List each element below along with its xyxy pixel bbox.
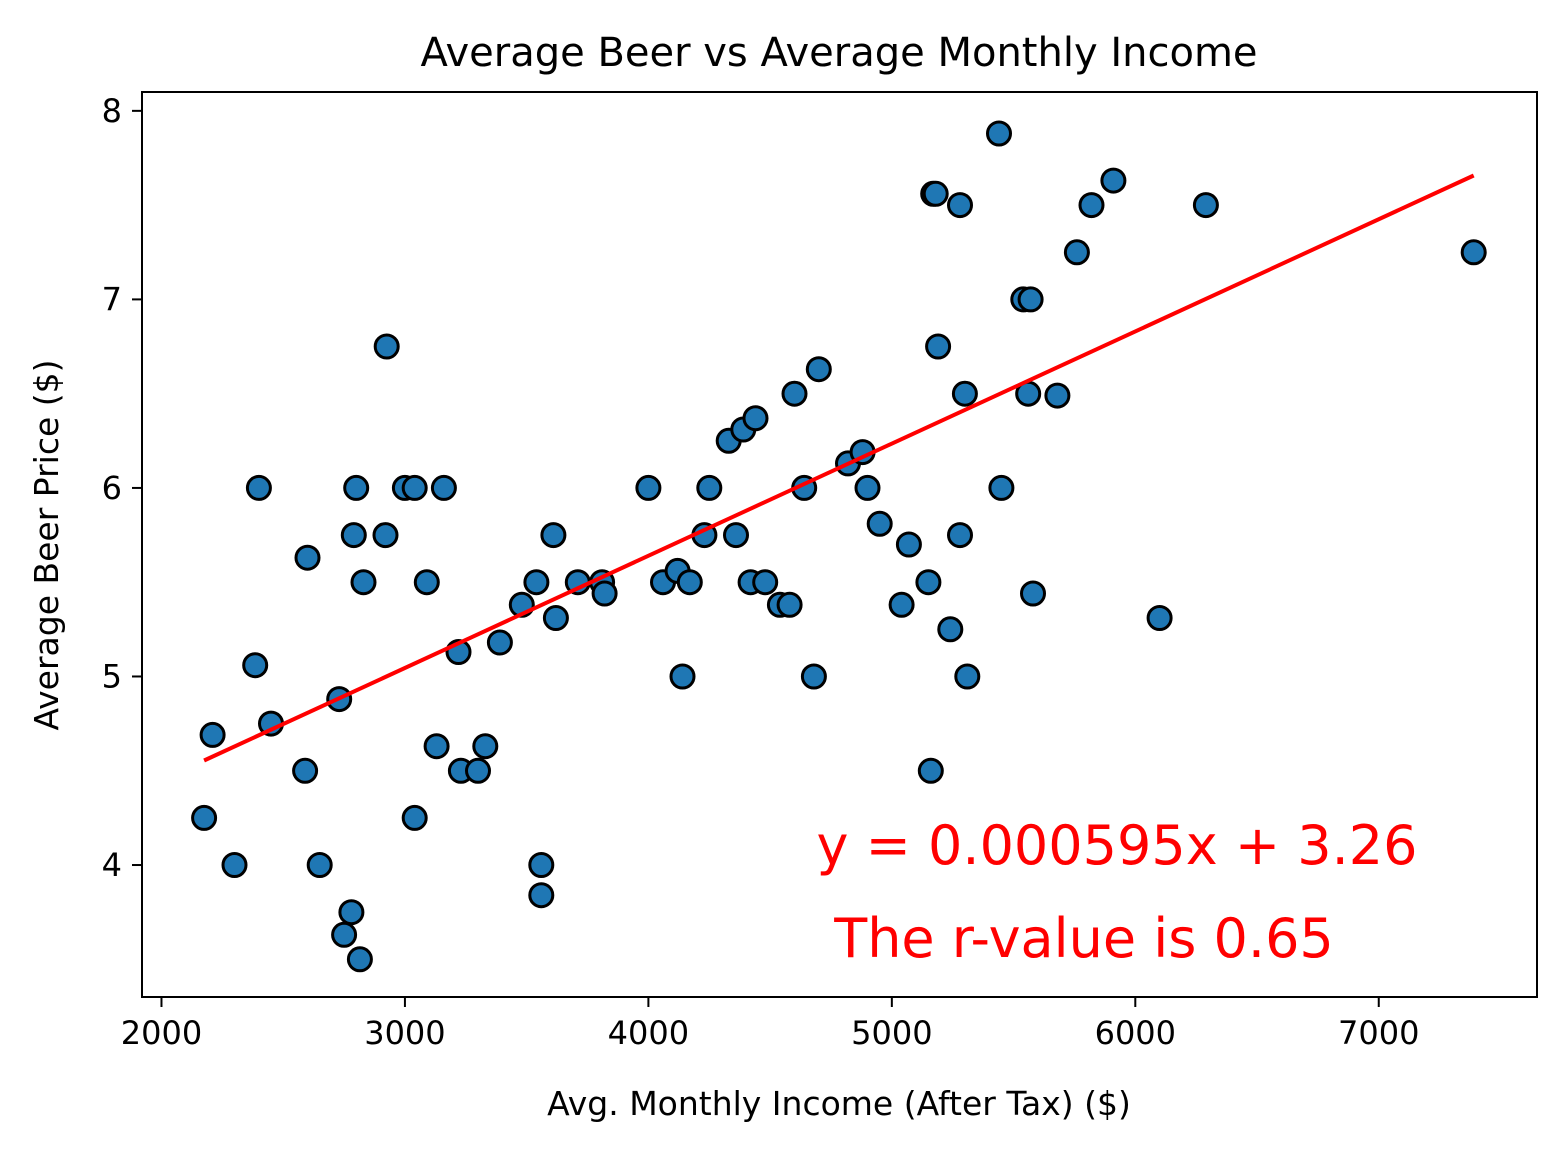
- data-point: [888, 591, 915, 618]
- y-axis-label: Average Beer Price ($): [27, 359, 66, 730]
- regression-layer: [203, 173, 1475, 763]
- data-point: [752, 569, 779, 596]
- data-point: [1192, 192, 1219, 219]
- x-tick-label: 2000: [121, 1014, 202, 1052]
- data-point: [1100, 167, 1127, 194]
- data-point: [306, 852, 333, 878]
- data-point: [635, 474, 662, 501]
- data-point: [350, 569, 377, 596]
- data-point: [723, 522, 749, 549]
- data-point: [401, 474, 428, 501]
- x-ticks: 2000 3000 4000 5000 6000 7000: [121, 997, 1419, 1052]
- data-point: [805, 356, 832, 383]
- data-point: [401, 804, 428, 831]
- data-point: [486, 629, 513, 656]
- data-point: [343, 474, 370, 501]
- x-tick-label: 4000: [608, 1014, 689, 1052]
- y-tick-label: 5: [102, 657, 122, 695]
- data-point: [986, 120, 1012, 147]
- data-point: [951, 380, 978, 407]
- data-point: [947, 192, 973, 219]
- data-point: [199, 721, 226, 748]
- x-tick-label: 6000: [1095, 1014, 1176, 1052]
- y-ticks: 4 5 6 7 8: [102, 92, 142, 884]
- data-point: [781, 380, 808, 407]
- data-point: [854, 474, 881, 501]
- y-tick-label: 4: [102, 846, 122, 884]
- data-point: [528, 852, 555, 878]
- data-point: [1017, 286, 1044, 313]
- data-point: [1078, 192, 1105, 219]
- x-axis-label: Avg. Monthly Income (After Tax) ($): [547, 1084, 1131, 1123]
- data-point: [591, 580, 618, 607]
- data-point: [988, 474, 1015, 501]
- data-point: [338, 899, 365, 926]
- data-point: [242, 652, 269, 679]
- regression-line: [203, 173, 1475, 763]
- data-point: [915, 569, 942, 596]
- x-tick-label: 7000: [1338, 1014, 1419, 1052]
- data-point: [331, 921, 358, 948]
- data-point: [922, 180, 949, 207]
- data-point: [925, 333, 952, 360]
- x-tick-label: 5000: [851, 1014, 932, 1052]
- data-point: [413, 569, 440, 596]
- x-tick-label: 3000: [364, 1014, 445, 1052]
- data-point: [528, 882, 555, 909]
- points-layer: [191, 120, 1487, 973]
- data-point: [523, 569, 550, 596]
- data-point: [895, 531, 922, 558]
- data-point: [294, 544, 321, 571]
- data-point: [1063, 239, 1090, 266]
- data-point: [245, 474, 272, 501]
- data-point: [669, 663, 696, 690]
- data-point: [372, 522, 399, 549]
- data-point: [776, 591, 803, 618]
- data-point: [373, 333, 400, 360]
- data-point: [423, 733, 450, 760]
- data-point: [866, 510, 893, 537]
- data-point: [1146, 605, 1173, 631]
- y-tick-label: 8: [102, 92, 122, 130]
- data-point: [937, 616, 964, 643]
- data-point: [800, 663, 827, 690]
- data-point: [221, 852, 248, 878]
- y-tick-label: 7: [102, 280, 122, 318]
- data-point: [1020, 580, 1046, 607]
- chart-title: Average Beer vs Average Monthly Income: [420, 30, 1257, 76]
- data-point: [696, 474, 723, 501]
- plot-frame: [141, 91, 1538, 998]
- data-point: [540, 522, 567, 549]
- data-point: [1044, 382, 1071, 409]
- data-point: [292, 757, 319, 784]
- data-point: [742, 405, 769, 432]
- data-point: [340, 522, 367, 549]
- data-point: [472, 733, 499, 760]
- data-point: [676, 569, 703, 596]
- y-tick-label: 6: [102, 469, 122, 507]
- data-point: [191, 804, 218, 831]
- data-point: [954, 663, 981, 690]
- data-point: [1460, 239, 1487, 266]
- data-point: [542, 605, 569, 631]
- data-point: [465, 757, 491, 784]
- data-point: [346, 946, 373, 973]
- data-point: [430, 474, 457, 501]
- data-point: [917, 757, 944, 784]
- r-value-annotation: The r-value is 0.65: [833, 907, 1334, 970]
- data-point: [947, 522, 973, 549]
- regression-equation: y = 0.000595x + 3.26: [817, 814, 1418, 877]
